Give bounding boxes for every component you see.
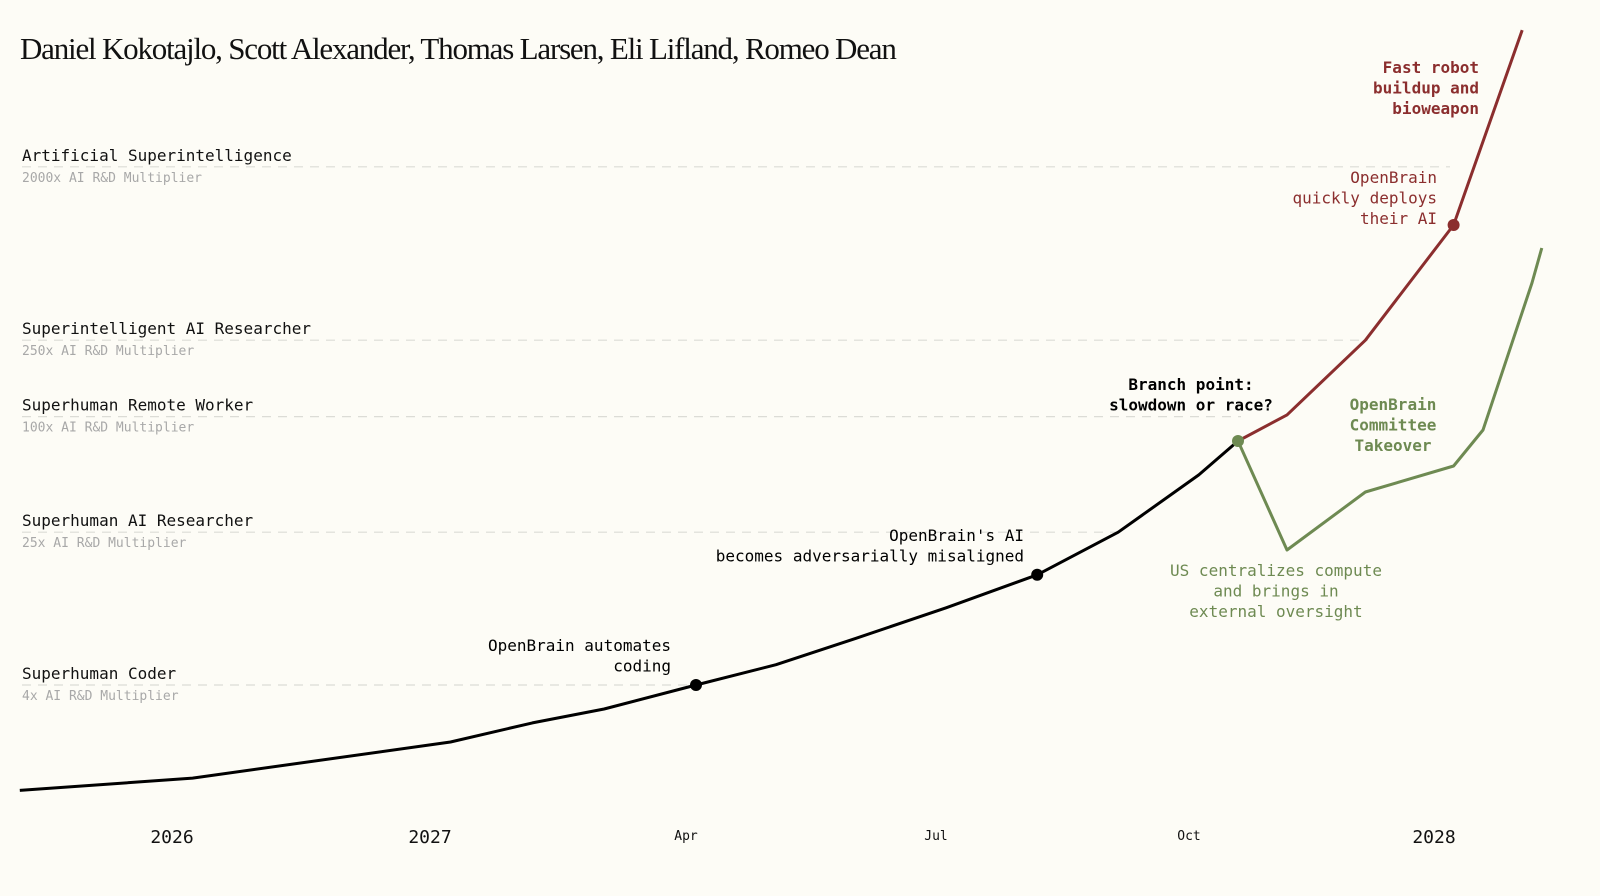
chart-title: Daniel Kokotajlo, Scott Alexander, Thoma…: [20, 31, 897, 66]
annotation-committee-takeover: OpenBrain Committee Takeover: [1350, 395, 1437, 455]
annotation-line: buildup and: [1373, 79, 1479, 98]
annotation-line: OpenBrain's AI: [889, 526, 1024, 545]
annotation-misaligned: OpenBrain's AI becomes adversarially misa…: [716, 526, 1024, 566]
annotation-branch-point: Branch point: slowdown or race?: [1109, 375, 1273, 415]
event-marker: [1232, 435, 1244, 448]
capability-levels: Superhuman Coder 4x AI R&D Multiplier Supe…: [22, 146, 1450, 704]
x-tick-label: Oct: [1177, 829, 1200, 844]
level-multiplier-label: 4x AI R&D Multiplier: [22, 689, 179, 704]
series-line-main: [19, 439, 1239, 792]
x-tick-label: Jul: [924, 829, 947, 844]
x-tick-label: 2026: [150, 827, 193, 848]
annotation-line: Committee: [1350, 416, 1437, 435]
annotation-line: bioweapon: [1392, 99, 1479, 118]
event-marker: [1031, 568, 1044, 581]
level-label: Superhuman Coder: [22, 664, 176, 683]
level-label: Superhuman Remote Worker: [22, 396, 254, 415]
level-multiplier-label: 2000x AI R&D Multiplier: [22, 171, 202, 186]
annotation-line: coding: [613, 657, 671, 676]
annotation-robot-bioweapon: Fast robot buildup and bioweapon: [1373, 58, 1479, 118]
event-marker: [690, 679, 702, 691]
series-line-slowdown: [1236, 247, 1544, 552]
annotation-line: OpenBrain: [1350, 395, 1437, 414]
annotations: OpenBrain automates coding OpenBrain's AI b…: [488, 58, 1479, 676]
annotation-line: external oversight: [1189, 602, 1362, 621]
series-line-race: [1237, 29, 1524, 443]
annotation-line: Takeover: [1354, 436, 1431, 455]
annotation-line: quickly deploys: [1293, 189, 1438, 208]
annotation-line: becomes adversarially misaligned: [716, 547, 1024, 566]
x-tick-label: Apr: [674, 829, 698, 844]
annotation-us-centralizes: US centralizes compute and brings in exter…: [1170, 561, 1382, 621]
annotation-line: US centralizes compute: [1170, 561, 1382, 580]
x-axis-ticks: 2026 2027 Apr Jul Oct 2028: [150, 827, 1455, 848]
annotation-line: and brings in: [1213, 582, 1338, 601]
x-tick-label: 2027: [408, 827, 451, 848]
annotation-line: OpenBrain: [1350, 168, 1437, 187]
annotation-line: OpenBrain automates: [488, 636, 671, 655]
level-label: Artificial Superintelligence: [22, 146, 292, 165]
x-tick-label: 2028: [1412, 827, 1455, 848]
level-multiplier-label: 25x AI R&D Multiplier: [22, 536, 187, 551]
level-multiplier-label: 250x AI R&D Multiplier: [22, 344, 194, 359]
annotation-line: Branch point:: [1128, 375, 1253, 394]
level-label: Superintelligent AI Researcher: [22, 319, 311, 338]
annotation-line: slowdown or race?: [1109, 396, 1273, 415]
level-multiplier-label: 100x AI R&D Multiplier: [22, 421, 194, 436]
event-markers: [690, 219, 1460, 691]
annotation-quickly-deploys: OpenBrain quickly deploys their AI: [1293, 168, 1438, 228]
annotation-line: their AI: [1360, 209, 1437, 228]
level-label: Superhuman AI Researcher: [22, 511, 254, 530]
annotation-automates-coding: OpenBrain automates coding: [488, 636, 671, 676]
series-lines: [19, 29, 1544, 792]
event-marker: [1447, 219, 1460, 232]
annotation-line: Fast robot: [1383, 58, 1479, 77]
